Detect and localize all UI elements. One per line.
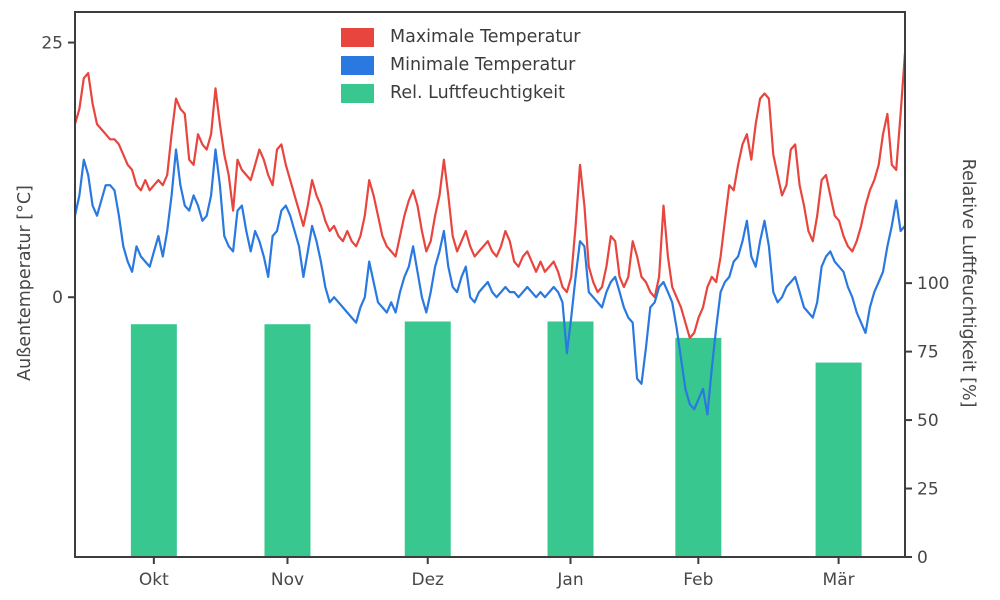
x-tick-label: Mär — [823, 570, 855, 590]
right-tick-label: 100 — [917, 274, 949, 294]
legend-item: Maximale Temperatur — [341, 28, 580, 47]
legend-swatch — [341, 56, 374, 75]
x-tick-label: Nov — [271, 570, 304, 590]
humidity-bar-Dez — [404, 321, 451, 557]
humidity-bar-Jan — [547, 321, 594, 557]
legend-item: Minimale Temperatur — [341, 56, 580, 75]
x-tick-label: Jan — [556, 570, 583, 590]
humidity-bar-Mär — [815, 362, 862, 557]
right-tick-label: 25 — [917, 480, 939, 500]
x-tick-label: Dez — [412, 570, 445, 590]
left-tick-label: 25 — [41, 34, 63, 54]
min-temp-line — [73, 148, 906, 416]
right-tick-label: 0 — [917, 548, 928, 568]
legend-swatch — [341, 28, 374, 47]
left-tick-label: 0 — [52, 288, 63, 308]
legend-label: Maximale Temperatur — [390, 26, 581, 47]
left-axis-title: Außentemperatur [°C] — [15, 185, 35, 381]
max-temp-line — [73, 52, 907, 340]
right-tick-label: 75 — [917, 343, 939, 363]
x-tick-label: Feb — [683, 570, 713, 590]
x-tick-label: Okt — [139, 570, 169, 590]
humidity-bar-Nov — [264, 324, 311, 557]
right-axis-title: Relative Luftfeuchtigkeit [%] — [958, 158, 978, 408]
legend-item: Rel. Luftfeuchtigkeit — [341, 84, 580, 103]
legend-label: Minimale Temperatur — [390, 54, 576, 75]
humidity-bar-Okt — [130, 324, 177, 557]
legend: Maximale Temperatur Minimale Temperatur Re… — [341, 28, 580, 103]
legend-label: Rel. Luftfeuchtigkeit — [390, 82, 565, 103]
right-tick-label: 50 — [917, 411, 939, 431]
legend-swatch — [341, 84, 374, 103]
plot-frame — [74, 11, 906, 558]
